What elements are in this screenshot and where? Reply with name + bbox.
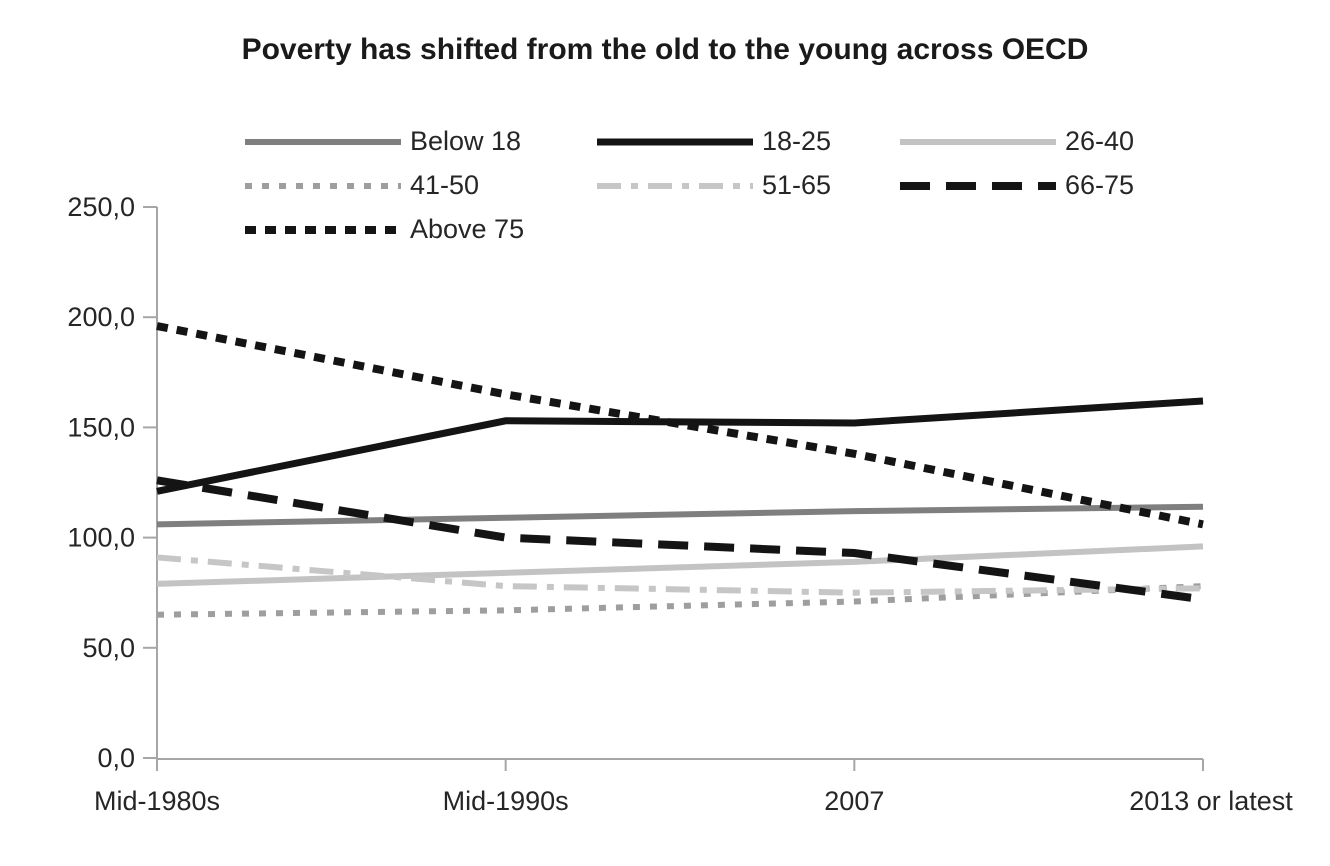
series-line-18-25: [156, 397, 1204, 495]
y-tick-label: 250,0: [67, 192, 135, 222]
legend-swatch-18-25-icon: [597, 138, 753, 145]
legend-label-66-75: 66-75: [1065, 170, 1135, 200]
legend-swatch-66-75-icon: [900, 181, 1056, 190]
legend-item-26-40: 26-40: [900, 122, 1230, 161]
series-line-above-75: [156, 322, 1204, 529]
series-line-below-18: [156, 503, 1204, 528]
y-tick-label: 150,0: [67, 412, 135, 442]
series-line-66-75: [156, 476, 1204, 604]
series-line-41-50: [156, 583, 1204, 618]
legend-label-18-25: 18-25: [762, 126, 832, 156]
legend-swatch-below-18-icon: [245, 138, 401, 145]
x-tick-label: 2013 or latest: [1129, 786, 1293, 816]
legend-label-41-50: 41-50: [410, 170, 480, 200]
legend-item-66-75: 66-75: [900, 166, 1230, 205]
legend-label-below-18: Below 18: [410, 126, 522, 156]
legend-label-51-65: 51-65: [762, 170, 832, 200]
series-line-26-40: [156, 543, 1204, 587]
x-tick-label: Mid-1980s: [94, 786, 220, 816]
legend-item-41-50: 41-50: [245, 166, 597, 205]
legend-swatch-above-75-icon: [245, 225, 401, 234]
y-tick-label: 0,0: [97, 743, 135, 773]
legend-label-26-40: 26-40: [1065, 126, 1135, 156]
legend-item-51-65: 51-65: [597, 166, 900, 205]
series-line-51-65: [156, 554, 1204, 596]
y-tick-label: 100,0: [67, 523, 135, 553]
chart-title: Poverty has shifted from the old to the …: [241, 33, 1089, 66]
legend-item-below-18: Below 18: [245, 122, 597, 161]
legend-item-18-25: 18-25: [597, 122, 900, 161]
chart-legend: Below 18 18-25 26-40 41-50 51-65 66-75 A…: [245, 122, 1230, 249]
y-tick-label: 200,0: [67, 302, 135, 332]
legend-label-above-75: Above 75: [410, 214, 525, 244]
y-tick-label: 50,0: [82, 633, 135, 663]
legend-item-above-75: Above 75: [245, 210, 597, 249]
x-tick-label: Mid-1990s: [443, 786, 569, 816]
legend-swatch-26-40-icon: [900, 138, 1056, 145]
x-tick-label: 2007: [824, 786, 884, 816]
